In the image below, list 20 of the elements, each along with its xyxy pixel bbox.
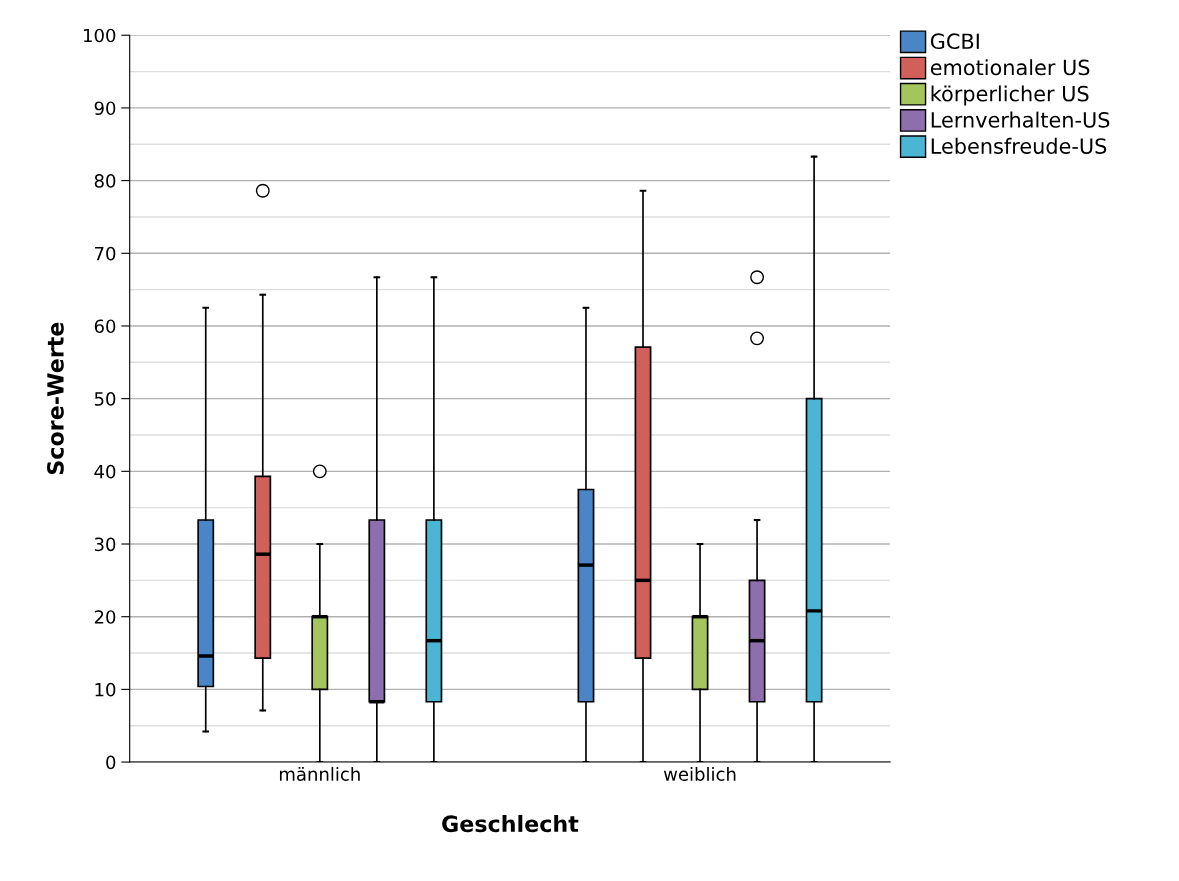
x-tick-label: weiblich xyxy=(663,766,736,781)
legend-label: körperlicher US xyxy=(931,85,1089,106)
y-tick-label: 40 xyxy=(94,464,116,479)
legend-label: Lebensfreude-US xyxy=(931,137,1107,154)
y-tick-label: 90 xyxy=(94,101,116,116)
y-tick-label: 100 xyxy=(84,28,116,43)
legend-label: emotionaler US xyxy=(930,59,1090,76)
y-tick-label: 20 xyxy=(94,610,116,624)
y-tick-label: 80 xyxy=(94,174,116,188)
y-tick-label: 10 xyxy=(95,682,116,697)
y-tick-label: 0 xyxy=(106,755,116,770)
legend-label: Lernverhalten-US xyxy=(931,111,1110,128)
y-tick-label: 60 xyxy=(94,319,116,334)
legend-label: GCBI xyxy=(930,33,979,50)
x-tick-label: männlich xyxy=(279,766,360,781)
y-axis-title: Score-Werte xyxy=(47,322,64,475)
x-axis-title: Geschlecht xyxy=(442,814,579,833)
y-tick-label: 50 xyxy=(94,392,116,406)
y-tick-label: 30 xyxy=(94,537,116,552)
y-tick-label: 70 xyxy=(95,246,116,261)
